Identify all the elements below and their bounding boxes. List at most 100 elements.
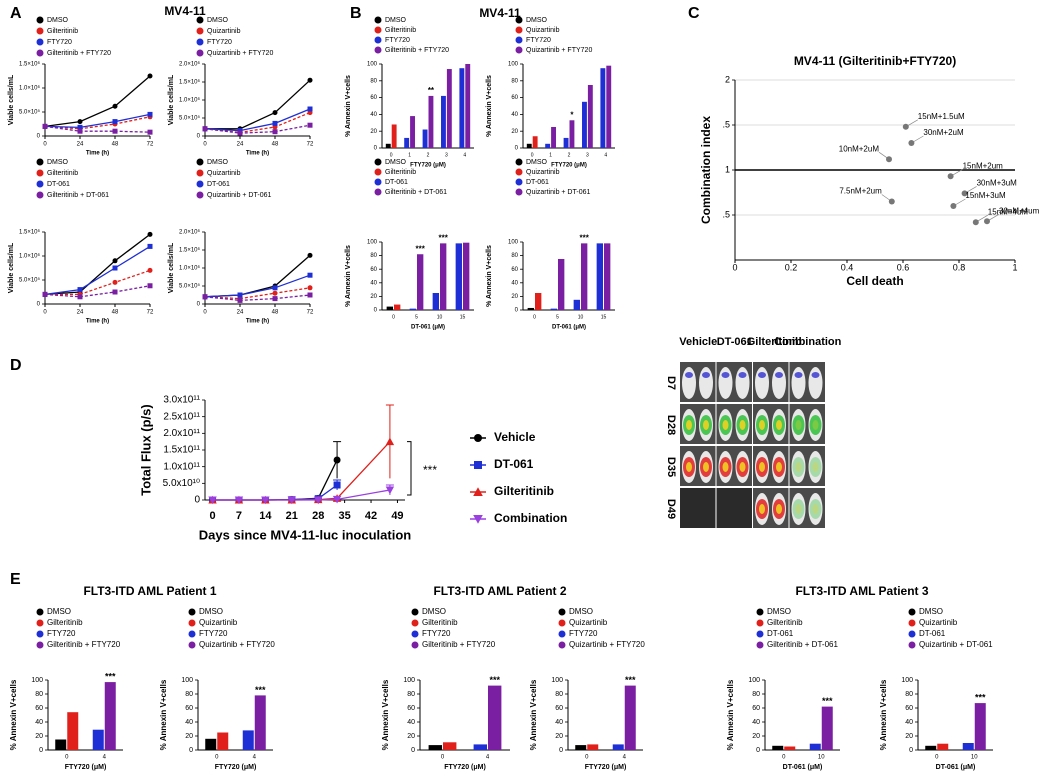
legend-label: DMSO: [47, 607, 71, 616]
mouse: [808, 367, 823, 399]
data-point: [272, 290, 278, 296]
signal-core: [812, 420, 819, 430]
x-tick-label: 28: [312, 510, 324, 522]
y-tick-label: .5: [722, 119, 730, 129]
panel-label: E: [10, 571, 21, 588]
legend-label: DMSO: [526, 159, 548, 166]
bar: [587, 744, 599, 750]
data-point: [237, 292, 243, 298]
series-line: [204, 108, 311, 132]
bar: [573, 299, 580, 310]
series-line: [44, 233, 151, 296]
legend-label: DMSO: [422, 607, 446, 616]
legend-label: DT-061: [767, 629, 794, 638]
legend-label: Gilteritinib + FTY720: [385, 47, 449, 54]
legend-label: DMSO: [767, 607, 791, 616]
bar: [443, 742, 457, 750]
legend-marker: [515, 36, 523, 44]
x-tick-label: 49: [391, 510, 403, 522]
legend-marker: [188, 630, 196, 638]
y-tick-label: 1.0×10⁶: [179, 97, 201, 104]
legend-label: Gilteritinib: [47, 170, 78, 177]
y-tick-label: 20: [370, 294, 377, 300]
signal: [685, 372, 693, 378]
x-axis-label: Time (h): [246, 151, 269, 157]
data-point: [333, 456, 341, 464]
legend-label: Quizartinib + FTY720: [526, 47, 592, 54]
y-tick-label: 20: [511, 129, 518, 135]
row-label: D28: [665, 415, 677, 435]
y-tick-label: 1.0×10⁶: [19, 85, 41, 92]
y-axis-label: % Annexin V+cells: [486, 245, 493, 307]
y-tick-label: 1.5×10⁶: [19, 61, 41, 68]
bar: [473, 744, 487, 750]
bar: [587, 85, 593, 148]
signal-core: [759, 420, 765, 430]
legend-label: Quizartinib: [207, 28, 241, 35]
bar: [410, 116, 415, 148]
legend-label: FTY720: [385, 37, 410, 44]
x-tick-label: 5: [415, 314, 418, 320]
legend-label: DT-061: [385, 179, 408, 186]
data-point: [147, 111, 153, 117]
x-tick-label: 1: [549, 152, 552, 158]
legend-marker: [515, 46, 523, 54]
x-axis-label: Time (h): [86, 319, 109, 325]
legend-label: DMSO: [47, 17, 69, 24]
data-point: [237, 128, 243, 134]
legend-label: Quizartinib + DT-061: [526, 189, 590, 196]
column-label: Gilteritinib: [747, 336, 802, 348]
data-point: [902, 123, 909, 130]
y-tick-label: 5.0×10⁵: [179, 115, 201, 122]
legend-label: DT-061: [47, 181, 70, 188]
x-tick-label: 0: [585, 755, 589, 761]
bar: [575, 745, 587, 750]
legend-label: Quizartinib: [526, 27, 560, 34]
bar: [385, 143, 391, 148]
data-point: [307, 252, 313, 258]
legend-marker: [36, 38, 44, 46]
signal-core: [795, 504, 802, 514]
y-tick-label: 1.0x10¹¹: [163, 461, 200, 472]
data-point: [77, 128, 83, 134]
legend-marker: [374, 178, 382, 186]
legend-label: Gilteritinib: [47, 618, 83, 627]
data-point: [272, 129, 278, 135]
y-axis-label: Combination index: [699, 116, 713, 224]
legend-marker: [36, 630, 44, 638]
signal-core: [739, 462, 746, 472]
signal: [738, 372, 747, 378]
y-tick-label: 40: [370, 280, 377, 286]
x-tick-label: 3: [586, 152, 589, 158]
y-tick-label: 20: [185, 733, 193, 740]
row-label: D49: [665, 499, 677, 519]
y-tick-label: 100: [508, 62, 519, 68]
data-point: [261, 496, 270, 505]
signal: [809, 415, 822, 435]
series-line: [44, 116, 151, 130]
legend-marker: [196, 16, 204, 24]
legend-marker: [515, 158, 523, 166]
legend-label: Gilteritinib + FTY720: [47, 50, 111, 57]
bar: [925, 745, 937, 750]
legend-marker: [908, 641, 916, 649]
annotation: ***: [105, 671, 116, 681]
bar: [217, 732, 229, 750]
bar: [809, 743, 821, 750]
legend-label: Quizartinib + FTY720: [207, 50, 273, 57]
bar: [441, 95, 446, 148]
legend-marker: [558, 630, 566, 638]
signal: [775, 372, 783, 378]
data-point: [147, 243, 153, 249]
y-axis-label: % Annexin V+cells: [9, 679, 18, 750]
legend-marker: [188, 641, 196, 649]
bar: [465, 64, 471, 148]
y-tick-label: 40: [511, 112, 518, 118]
data-point: [147, 73, 153, 79]
y-tick-label: 60: [370, 267, 377, 273]
y-tick-label: 0: [411, 747, 415, 754]
legend-marker: [515, 188, 523, 196]
panel-label: C: [688, 5, 700, 22]
legend-marker: [196, 49, 204, 57]
legend-label: FTY720: [47, 629, 76, 638]
